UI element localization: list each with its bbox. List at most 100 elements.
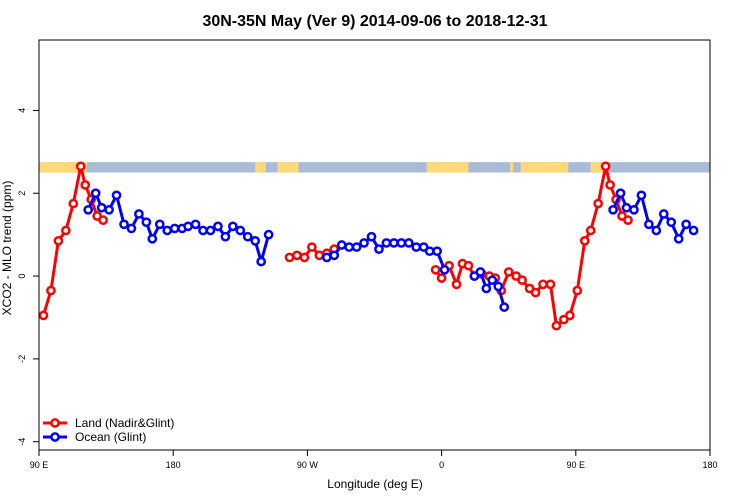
legend-swatch-marker [50,432,60,442]
legend: Land (Nadir&Glint)Ocean (Glint) [43,416,174,444]
y-tick-label: -4 [17,438,27,446]
legend-label: Land (Nadir&Glint) [75,416,174,430]
data-point [263,229,274,240]
data-point [487,275,498,286]
data-point [60,225,71,236]
data-point [608,204,618,215]
data-point [250,236,261,246]
data-point [688,225,699,236]
data-point [284,252,295,263]
series-line [42,164,104,316]
data-point [205,225,216,236]
data-point [600,161,611,172]
data-point [299,252,310,263]
land-ocean-band [39,162,710,173]
y-axis-label: XCO2 - MLO trend (ppm) [0,181,14,316]
data-point [666,217,677,228]
data-point [538,279,548,290]
data-point [68,198,79,209]
data-point [359,238,369,248]
series-ocean [83,188,699,312]
data-point [673,233,684,244]
series-land [38,161,633,331]
data-point [579,236,590,246]
data-point [90,188,101,199]
data-point [481,283,492,294]
series-line [434,164,629,328]
legend-swatch-marker [50,418,60,428]
data-point [141,217,152,228]
data-point [119,219,129,230]
x-tick-label: 180 [166,460,181,470]
data-point [389,238,399,248]
data-point [96,202,107,213]
data-point [493,281,504,292]
axes: 90 E 180 90 W 0 90 E 180 -4 -2 0 2 4 [17,108,718,470]
data-point [396,238,407,248]
data-point [381,238,392,248]
x-tick-label: 90 W [297,460,319,470]
data-point [147,233,158,244]
data-point [432,246,442,257]
data-point [46,285,56,296]
data-point [499,302,510,312]
plot-frame [38,39,711,451]
x-tick-label: 180 [702,460,717,470]
data-point [98,215,108,226]
data-point [651,225,662,236]
data-point [551,320,562,331]
data-point [344,242,355,252]
data-point [658,209,669,219]
data-point [111,190,122,201]
data-point [629,204,639,215]
data-point [436,273,447,283]
data-point [292,250,302,261]
land-band-segment [426,162,469,173]
ocean-band [39,162,710,173]
data-point [198,225,208,236]
data-point [351,242,362,252]
data-point [593,198,604,209]
data-point [307,242,317,252]
data-point [314,250,325,261]
x-axis-label: Longitude (deg E) [327,477,422,491]
data-point [517,275,527,286]
legend-label: Ocean (Glint) [75,430,146,444]
data-point [126,223,137,234]
y-tick-label: -2 [17,355,27,363]
land-band-segment [39,162,87,173]
data-point [621,202,632,213]
data-point [605,180,615,190]
series-layer [38,161,699,331]
data-point [162,225,173,236]
y-tick-label: 0 [17,274,27,279]
data-point [256,256,267,267]
data-point [38,310,49,321]
data-point [530,287,541,298]
data-point [83,204,94,215]
data-point [374,244,384,254]
data-point [439,264,450,275]
data-point [475,267,486,277]
data-point [545,279,556,290]
data-point [134,209,144,219]
data-point [366,231,377,242]
data-point [564,310,575,321]
data-point [183,221,193,232]
land-band-segment [510,162,514,173]
data-point [585,225,596,236]
x-tick-label: 90 E [567,460,586,470]
x-tick-label: 90 E [30,460,49,470]
land-band-segment [255,162,266,173]
data-point [403,238,414,248]
chart-title: 30N-35N May (Ver 9) 2014-09-06 to 2018-1… [202,13,547,30]
land-band-segment [277,162,299,173]
data-point [424,246,435,257]
data-point [154,219,165,230]
land-band-segment [520,162,569,173]
x-tick-label: 0 [439,460,444,470]
data-point [329,250,340,261]
data-point [190,219,201,230]
data-point [220,231,231,242]
